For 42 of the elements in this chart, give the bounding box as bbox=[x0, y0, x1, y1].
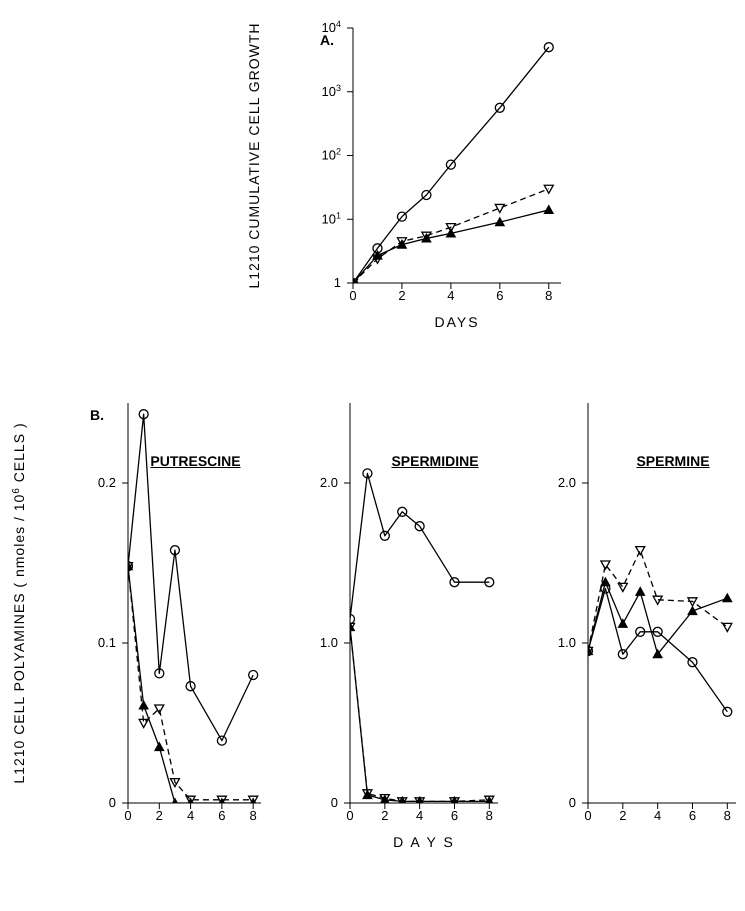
x-tick-label: 2 bbox=[398, 288, 406, 304]
y-axis-title: L1210 CUMULATIVE CELL GROWTH bbox=[246, 22, 262, 289]
y-tick-label: 10$^{4}$ bbox=[321, 19, 341, 35]
y-tick-label: 1.0 bbox=[558, 635, 576, 650]
x-tick-label: 0 bbox=[584, 808, 592, 824]
text: B. bbox=[90, 407, 104, 423]
x-tick-label: 8 bbox=[486, 808, 493, 824]
y-tick-label: 0.1 bbox=[98, 635, 116, 650]
y-tick-label: 10$^{2}$ bbox=[321, 146, 341, 162]
y-tick-label: 0.2 bbox=[98, 475, 116, 490]
text: SPERMIDINE bbox=[390, 453, 480, 469]
y-tick-label: 2.0 bbox=[558, 475, 576, 490]
y-tick-label: 2.0 bbox=[320, 475, 338, 490]
x-axis-title: D A Y S bbox=[393, 834, 455, 850]
y-tick-label: 10$^{3}$ bbox=[321, 82, 341, 99]
text: A. bbox=[320, 32, 334, 48]
y-tick-label: 0 bbox=[330, 795, 338, 810]
x-tick-label: 6 bbox=[218, 808, 226, 824]
x-tick-label: 4 bbox=[186, 808, 194, 824]
x-tick-label: 0 bbox=[346, 808, 354, 824]
x-tick-label: 4 bbox=[447, 288, 454, 304]
y-tick-label: 1.0 bbox=[320, 635, 338, 650]
x-tick-label: 2 bbox=[156, 808, 163, 824]
x-tick-label: 6 bbox=[450, 808, 458, 824]
text: SPERMINE bbox=[635, 453, 711, 469]
y-tick-label: 1 bbox=[334, 275, 341, 290]
x-tick-label: 6 bbox=[688, 808, 696, 824]
x-tick-label: 8 bbox=[724, 808, 731, 824]
y-tick-label: 0 bbox=[108, 795, 116, 810]
y-tick-label: 10$^{1}$ bbox=[321, 210, 341, 226]
x-tick-label: 4 bbox=[416, 808, 424, 824]
x-tick-label: 4 bbox=[654, 808, 662, 824]
x-axis-title: DAYS bbox=[434, 314, 480, 330]
x-tick-label: 0 bbox=[349, 288, 357, 304]
x-tick-label: 6 bbox=[496, 288, 504, 304]
y-tick-label: 0 bbox=[568, 795, 576, 810]
x-tick-label: 8 bbox=[545, 288, 552, 304]
x-tick-label: 2 bbox=[619, 808, 626, 824]
x-tick-label: 0 bbox=[124, 808, 132, 824]
x-tick-label: 2 bbox=[381, 808, 388, 824]
text: PUTRESCINE bbox=[149, 453, 242, 469]
x-tick-label: 8 bbox=[250, 808, 257, 824]
